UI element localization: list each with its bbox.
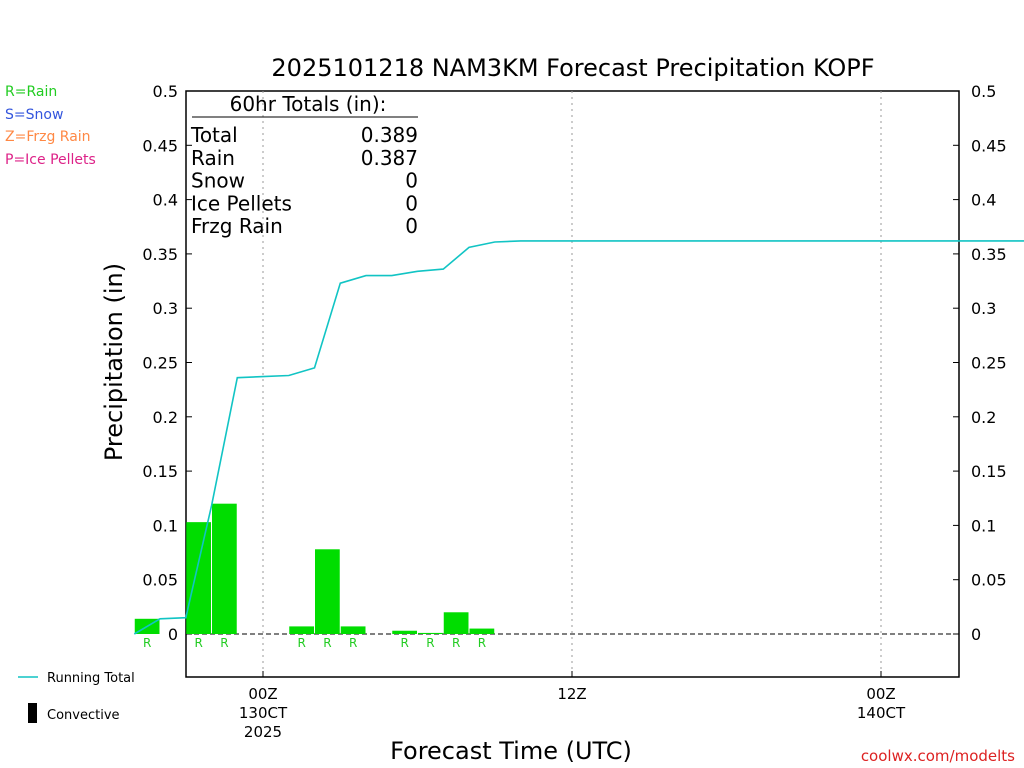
y-tick-label-right: 0.5 [971, 82, 996, 101]
precip-bar-8 [443, 612, 469, 634]
totals-row-value: 0 [405, 214, 418, 238]
precip-bar-6 [392, 630, 417, 634]
y-axis-right: 0 0.05 0.1 0.15 0.2 0.25 0.3 0.35 0.4 0.45 0.5 [953, 82, 1007, 644]
y-tick-label-left: 0.35 [142, 245, 178, 264]
precip-bar-7 [418, 632, 443, 634]
x-tick-label: 00Z [866, 685, 895, 703]
totals-row-value: 0 [405, 191, 418, 215]
x-tick-label: 00Z [248, 685, 277, 703]
totals-row-value: 0.389 [361, 123, 418, 147]
convective-legend-bar [28, 703, 37, 723]
ptype-legend-ice-pellets: P=Ice Pellets [5, 152, 96, 168]
totals-box: 60hr Totals (in): Total 0.389 Rain 0.387 Sno… [190, 92, 418, 238]
y-tick-label-left: 0.4 [153, 191, 178, 210]
ptype-labels: RRRRRRRRRRRRRRR [143, 636, 486, 650]
totals-row-label: Snow [191, 169, 245, 193]
y-axis-label: Precipitation (in) [100, 263, 128, 461]
x-tick-label: 12Z [557, 685, 586, 703]
y-tick-label-right: 0.15 [971, 462, 1007, 481]
precip-bar-9 [469, 628, 495, 634]
precip-bars [134, 503, 495, 634]
ptype-label-5: R [349, 636, 357, 650]
ptype-label-9: R [478, 636, 486, 650]
y-tick-label-left: 0.15 [142, 462, 178, 481]
y-tick-label-left: 0.45 [142, 136, 178, 155]
totals-row-label: Frzg Rain [191, 214, 283, 238]
y-tick-label-right: 0.1 [971, 516, 996, 535]
y-tick-label-left: 0 [168, 625, 178, 644]
y-tick-label-right: 0.25 [971, 354, 1007, 373]
ptype-label-1: R [194, 636, 202, 650]
y-tick-label-right: 0.05 [971, 571, 1007, 590]
running-total-legend-label: Running Total [47, 671, 135, 686]
precip-bar-1 [186, 522, 211, 634]
y-tick-label-left: 0.3 [153, 299, 178, 318]
ptype-legend-frzg-rain: Z=Frzg Rain [5, 129, 91, 145]
y-tick-label-right: 0.35 [971, 245, 1007, 264]
y-tick-label-right: 0.45 [971, 136, 1007, 155]
y-axis-left: 0 0.05 0.1 0.15 0.2 0.25 0.3 0.35 0.4 0.45 0.5 [142, 82, 192, 644]
ptype-label-2: R [220, 636, 228, 650]
bottom-legend: Running Total Convective [18, 671, 135, 723]
x-tick-label: 140CT [857, 704, 906, 722]
y-tick-label-right: 0.2 [971, 408, 996, 427]
chart-title: 2025101218 NAM3KM Forecast Precipitation… [271, 54, 874, 82]
y-tick-label-left: 0.2 [153, 408, 178, 427]
ptype-label-3: R [297, 636, 305, 650]
ptype-label-7: R [426, 636, 434, 650]
totals-row-label: Ice Pellets [191, 191, 292, 215]
convective-legend-label: Convective [47, 708, 120, 723]
x-tick-label: 2025 [244, 723, 282, 741]
totals-row-value: 0.387 [361, 146, 418, 170]
ptype-legend-rain: R=Rain [5, 84, 57, 100]
ptype-label-0: R [143, 636, 151, 650]
precip-bar-3 [289, 626, 314, 634]
x-axis: 00Z130CT202512Z00Z140CT12Z00Z150CT [239, 671, 906, 741]
precip-bar-5 [340, 626, 366, 634]
y-tick-label-left: 0.1 [153, 516, 178, 535]
y-tick-label-right: 0.3 [971, 299, 996, 318]
y-tick-label-left: 0.25 [142, 354, 178, 373]
grid-lines [262, 91, 882, 677]
y-tick-label-right: 0 [971, 625, 981, 644]
running-total-line [133, 240, 1024, 635]
x-axis-label: Forecast Time (UTC) [390, 737, 632, 765]
x-tick-label: 130CT [239, 704, 288, 722]
totals-row-label: Total [190, 123, 238, 147]
ptype-label-6: R [400, 636, 408, 650]
y-tick-label-left: 0.05 [142, 571, 178, 590]
ptype-legend-snow: S=Snow [5, 107, 63, 123]
totals-header: 60hr Totals (in): [230, 92, 387, 116]
y-tick-label-right: 0.4 [971, 191, 996, 210]
ptype-legend: R=Rain S=Snow Z=Frzg Rain P=Ice Pellets [5, 84, 96, 168]
y-tick-label-left: 0.5 [153, 82, 178, 101]
ptype-label-4: R [323, 636, 331, 650]
watermark: coolwx.com/modelts [861, 747, 1015, 765]
totals-row-value: 0 [405, 169, 418, 193]
precip-bar-4 [315, 549, 340, 634]
precip-bar-2 [212, 503, 237, 634]
ptype-label-8: R [452, 636, 460, 650]
totals-row-label: Rain [191, 146, 235, 170]
